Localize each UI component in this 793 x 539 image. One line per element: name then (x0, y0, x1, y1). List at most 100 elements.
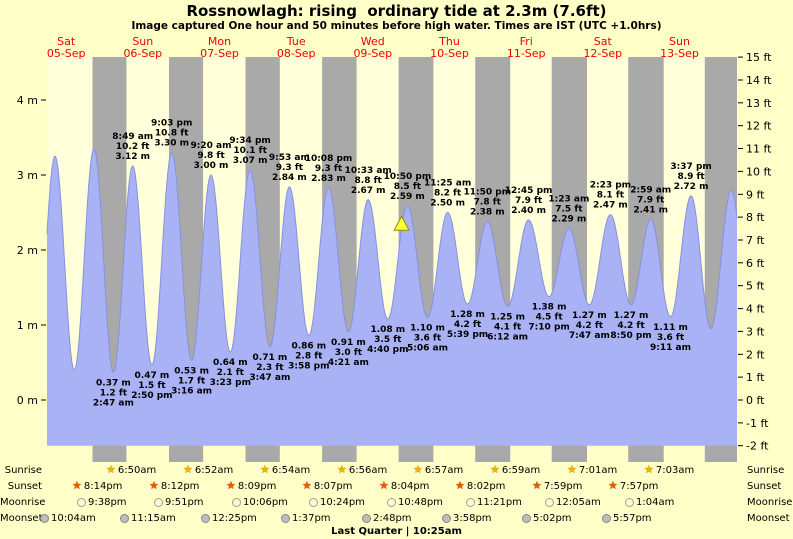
left-axis-label: 0 m (17, 394, 38, 407)
moonset-icon (40, 513, 49, 523)
low-tide-label: 0.64 m 2.1 ft 3:23 pm (210, 358, 251, 388)
sunrise-entry: ★ 6:56am (337, 463, 387, 478)
sunset-time: 8:14pm (83, 481, 123, 492)
sunrise-entry: ★ 6:59am (490, 463, 540, 478)
low-tide-label: 1.10 m 3.6 ft 5:06 am (407, 324, 448, 354)
sunset-entry: ★ 8:07pm (302, 479, 352, 494)
sunrise-row-label-right: Sunrise (747, 465, 785, 476)
sunrise-time: 6:52am (194, 465, 234, 476)
low-tide-label: 1.27 m 4.2 ft 7:47 am (569, 311, 610, 341)
moonrise-icon (387, 497, 396, 507)
moonset-icon (362, 513, 371, 523)
low-tide-label: 0.91 m 3.0 ft 4:21 am (328, 338, 369, 368)
moonset-icon (602, 513, 611, 523)
moonrise-entry: 12:05am (545, 495, 601, 510)
right-axis-label: -2 ft (746, 440, 769, 453)
day-label-date: 10-Sep (430, 47, 469, 60)
moonset-time: 11:15am (131, 513, 176, 524)
day-label-name: Fri (520, 35, 533, 48)
sunset-time: 8:04pm (390, 481, 430, 492)
sunrise-row-label: Sunrise (4, 465, 42, 476)
day-label-name: Wed (361, 35, 385, 48)
high-tide-label: 2:23 pm 8.1 ft 2.47 m (590, 181, 631, 211)
right-axis-label: 15 ft (746, 51, 772, 64)
high-tide-label: 10:33 am 8.8 ft 2.67 m (345, 166, 392, 196)
sunset-icon: ★ (532, 478, 542, 492)
day-label-date: 12-Sep (583, 47, 622, 60)
day-label-date: 11-Sep (507, 47, 546, 60)
low-tide-label: 1.25 m 4.1 ft 6:12 am (487, 312, 528, 342)
day-label-date: 08-Sep (277, 47, 316, 60)
day-label-name: Sun (669, 35, 690, 48)
sunset-entry: ★ 8:04pm (379, 479, 429, 494)
sunset-time: 8:09pm (237, 481, 277, 492)
moonrise-time: 1:04am (636, 497, 675, 508)
right-axis-label: 5 ft (746, 280, 765, 293)
day-label-name: Sat (594, 35, 613, 48)
sunset-time: 8:12pm (160, 481, 200, 492)
moonrise-entry: 10:24pm (309, 495, 365, 510)
sunset-icon: ★ (302, 478, 312, 492)
left-axis-label: 3 m (17, 169, 38, 182)
moonset-icon (522, 513, 531, 523)
high-tide-label: 8:49 am 10.2 ft 3.12 m (112, 132, 153, 162)
moonrise-time: 9:51pm (165, 497, 204, 508)
right-axis-label: 3 ft (746, 325, 765, 338)
high-tide-label: 10:50 pm 8.5 ft 2.59 m (384, 172, 432, 202)
moonset-time: 1:37pm (292, 513, 331, 524)
moonrise-entry: 9:51pm (154, 495, 204, 510)
right-axis-label: 9 ft (746, 188, 765, 201)
sunset-entry: ★ 7:57pm (608, 479, 658, 494)
moonset-entry: 2:48pm (362, 511, 412, 526)
sunrise-entry: ★ 6:57am (413, 463, 463, 478)
moonset-time: 5:02pm (533, 513, 572, 524)
low-tide-label: 0.86 m 2.8 ft 3:58 pm (288, 342, 329, 372)
sunset-time: 7:59pm (543, 481, 583, 492)
moonrise-entry: 10:48pm (387, 495, 443, 510)
sunset-icon: ★ (226, 478, 236, 492)
low-tide-label: 0.71 m 2.3 ft 3:47 am (249, 353, 290, 383)
right-axis-label: 6 ft (746, 257, 765, 270)
sunset-entry: ★ 8:14pm (72, 479, 122, 494)
sunset-entry: ★ 8:12pm (149, 479, 199, 494)
tide-curve-line (46, 148, 738, 374)
day-label-date: 07-Sep (200, 47, 239, 60)
moonrise-time: 11:21pm (477, 497, 522, 508)
moonset-time: 3:58pm (453, 513, 492, 524)
sunrise-icon: ★ (106, 462, 116, 476)
sunrise-entry: ★ 7:03am (644, 463, 694, 478)
day-label-name: Thu (438, 35, 460, 48)
sunset-icon: ★ (72, 478, 82, 492)
moonrise-icon (154, 497, 163, 507)
moonrise-entry: 9:38pm (77, 495, 127, 510)
day-label-name: Sun (132, 35, 153, 48)
day-label-date: 06-Sep (123, 47, 162, 60)
sunrise-time: 6:59am (501, 465, 541, 476)
high-tide-label: 2:59 am 7.9 ft 2.41 m (630, 185, 671, 215)
sunset-row-label-right: Sunset (747, 481, 782, 492)
sunrise-entry: ★ 6:52am (183, 463, 233, 478)
moonset-row-label: Moonset (0, 513, 43, 524)
moonrise-time: 10:06pm (243, 497, 288, 508)
high-tide-label: 3:37 pm 8.9 ft 2.72 m (670, 162, 711, 192)
low-tide-label: 1.27 m 4.2 ft 8:50 pm (610, 311, 651, 341)
sunset-icon: ★ (149, 478, 159, 492)
page-title: Rossnowlagh: rising ordinary tide at 2.3… (186, 2, 607, 20)
high-tide-label: 9:34 pm 10.1 ft 3.07 m (229, 136, 270, 166)
sunrise-time: 6:57am (424, 465, 464, 476)
left-axis-label: 2 m (17, 244, 38, 257)
sunset-row-label: Sunset (7, 481, 42, 492)
low-tide-label: 1.08 m 3.5 ft 4:40 pm (367, 325, 408, 355)
sunrise-time: 6:54am (271, 465, 311, 476)
sunset-time: 8:07pm (313, 481, 353, 492)
moonrise-icon (466, 497, 475, 507)
high-tide-label: 10:08 pm 9.3 ft 2.83 m (305, 154, 353, 184)
low-tide-label: 1.38 m 4.5 ft 7:10 pm (528, 303, 569, 333)
sunset-icon: ★ (379, 478, 389, 492)
sunset-entry: ★ 8:09pm (226, 479, 276, 494)
moonrise-entry: 1:04am (625, 495, 674, 510)
current-time-marker-icon (393, 215, 410, 231)
tide-area (47, 148, 737, 446)
